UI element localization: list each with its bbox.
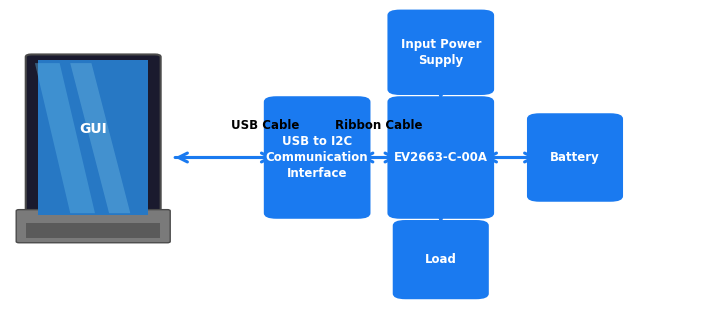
FancyBboxPatch shape bbox=[387, 96, 494, 219]
FancyBboxPatch shape bbox=[26, 54, 161, 220]
FancyBboxPatch shape bbox=[387, 9, 494, 95]
Text: Ribbon Cable: Ribbon Cable bbox=[335, 118, 423, 131]
FancyBboxPatch shape bbox=[264, 96, 370, 219]
Text: Load: Load bbox=[425, 253, 456, 266]
Polygon shape bbox=[35, 63, 95, 213]
Polygon shape bbox=[70, 63, 130, 213]
FancyBboxPatch shape bbox=[26, 223, 160, 238]
FancyBboxPatch shape bbox=[38, 60, 148, 215]
FancyBboxPatch shape bbox=[16, 210, 170, 243]
Text: GUI: GUI bbox=[79, 122, 107, 136]
Text: Input Power
Supply: Input Power Supply bbox=[401, 38, 481, 67]
Text: USB Cable: USB Cable bbox=[231, 118, 299, 131]
Text: EV2663-C-00A: EV2663-C-00A bbox=[394, 151, 488, 164]
FancyBboxPatch shape bbox=[527, 113, 623, 202]
Text: Battery: Battery bbox=[550, 151, 600, 164]
Text: USB to I2C
Communication
Interface: USB to I2C Communication Interface bbox=[266, 135, 368, 180]
FancyBboxPatch shape bbox=[393, 220, 489, 299]
